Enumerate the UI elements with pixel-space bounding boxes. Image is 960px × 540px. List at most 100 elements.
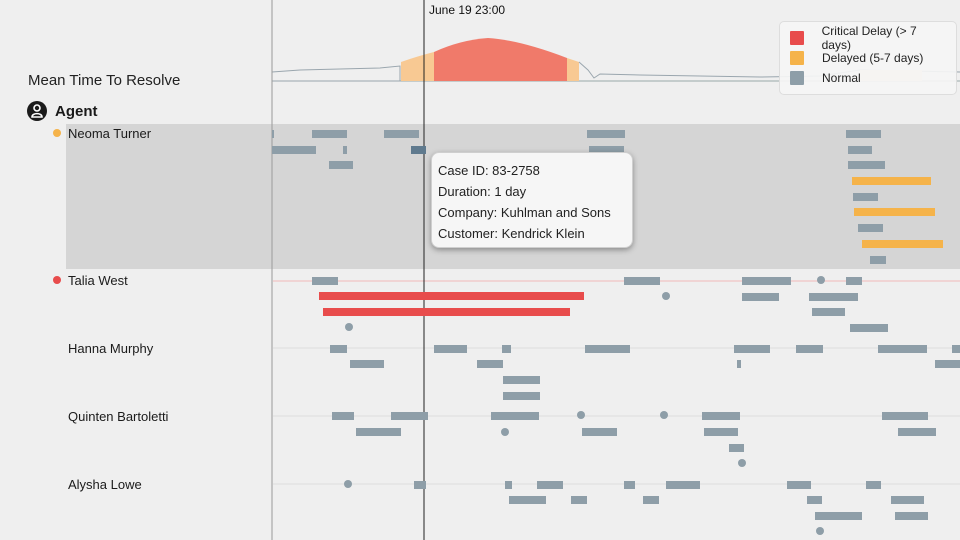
case-bar-normal [312,130,347,138]
case-bar-normal [878,345,927,353]
case-bar-normal [787,481,811,489]
case-point [660,411,668,419]
case-bar-normal [812,308,845,316]
case-bar-normal [503,392,540,400]
case-bar-normal [571,496,587,504]
case-point [344,480,352,488]
case-bar-normal [846,277,862,285]
case-bar-normal [414,481,426,489]
agent-row-talia-west[interactable]: Talia West [68,273,128,288]
density-delayed-left [401,52,434,81]
case-point [817,276,825,284]
density-critical [434,38,567,81]
case-bar-normal [846,130,881,138]
case-point [501,428,509,436]
legend-item-delayed[interactable]: Delayed (5-7 days) [790,48,946,68]
case-bar-normal [491,412,539,420]
case-bar-normal [870,256,886,264]
legend-item-critical[interactable]: Critical Delay (> 7 days) [790,24,946,52]
case-bar-normal [582,428,617,436]
legend-label: Normal [822,71,861,85]
agent-row-alysha-lowe[interactable]: Alysha Lowe [68,477,142,492]
case-bar-normal [734,345,770,353]
case-bar-normal [742,277,791,285]
case-bar-delayed [862,240,943,248]
case-point [662,292,670,300]
case-point [738,459,746,467]
case-bar-normal [502,345,511,353]
agent-row-quinten-bartoletti[interactable]: Quinten Bartoletti [68,409,169,424]
case-bar-normal [702,412,740,420]
case-bar-normal [537,481,563,489]
case-bar-normal [809,293,858,301]
case-point [577,411,585,419]
case-bar-normal [815,512,862,520]
case-bar-normal [312,277,338,285]
case-bar-normal [666,481,700,489]
tooltip-duration: Duration: 1 day [438,184,527,199]
case-bar-normal [742,293,779,301]
case-bar-normal [332,412,354,420]
case-bar-normal [848,146,872,154]
cursor-time-label: June 19 23:00 [429,3,506,17]
case-bar-normal [384,130,419,138]
case-bar-normal [434,345,467,353]
case-bar-normal [585,345,630,353]
case-tooltip: Case ID: 83-2758 Duration: 1 day Company… [431,152,633,248]
case-bar-normal [505,481,512,489]
case-bar-normal [898,428,936,436]
case-bar-normal [807,496,822,504]
case-point [345,323,353,331]
legend-swatch [790,31,804,45]
case-bar-normal [796,345,823,353]
case-bar-normal [935,360,960,368]
legend-label: Critical Delay (> 7 days) [821,24,917,52]
tooltip-company: Company: Kuhlman and Sons [438,205,611,220]
agent-row-hanna-murphy[interactable]: Hanna Murphy [68,341,154,356]
case-bar-normal [895,512,928,520]
case-bar-normal [589,146,624,154]
case-bar-critical [319,292,584,300]
density-delayed-right [567,58,579,81]
case-bar-normal [509,496,546,504]
case-point [816,527,824,535]
case-bar-normal [624,277,660,285]
case-bar-normal [343,146,347,154]
case-bar-normal [330,345,347,353]
case-bar-normal [350,360,384,368]
case-bar-normal [858,224,883,232]
case-bar-normal [853,193,878,201]
case-bar-normal [850,324,888,332]
case-bar-normal [643,496,659,504]
case-bar-selected [411,146,426,154]
group-header: Agent [27,101,98,121]
case-bar-normal [882,412,928,420]
case-bar-delayed [854,208,935,216]
density-normal-left [271,65,401,82]
case-bar-normal [952,345,960,353]
legend-item-normal[interactable]: Normal [790,68,946,88]
legend: Critical Delay (> 7 days) Delayed (5-7 d… [779,21,957,95]
case-bar-delayed [852,177,931,185]
case-bar-normal [891,496,924,504]
case-bar-normal [704,428,738,436]
agent-status-dot [53,276,61,284]
case-bar-normal [272,130,274,138]
case-bar-normal [737,360,741,368]
tooltip-case-id: Case ID: 83-2758 [438,163,540,178]
tooltip-customer: Customer: Kendrick Klein [438,226,585,241]
legend-label: Delayed (5-7 days) [822,51,924,65]
legend-swatch [790,51,804,65]
case-bar-normal [624,481,635,489]
case-bar-normal [866,481,881,489]
chart-title: Mean Time To Resolve [28,72,181,89]
user-icon [27,101,47,121]
case-bar-normal [848,161,885,169]
legend-swatch [790,71,804,85]
case-bar-normal [391,412,428,420]
case-bar-normal [729,444,744,452]
case-bar-normal [272,146,316,154]
case-bar-normal [503,376,540,384]
agent-row-neoma-turner[interactable]: Neoma Turner [68,126,152,141]
